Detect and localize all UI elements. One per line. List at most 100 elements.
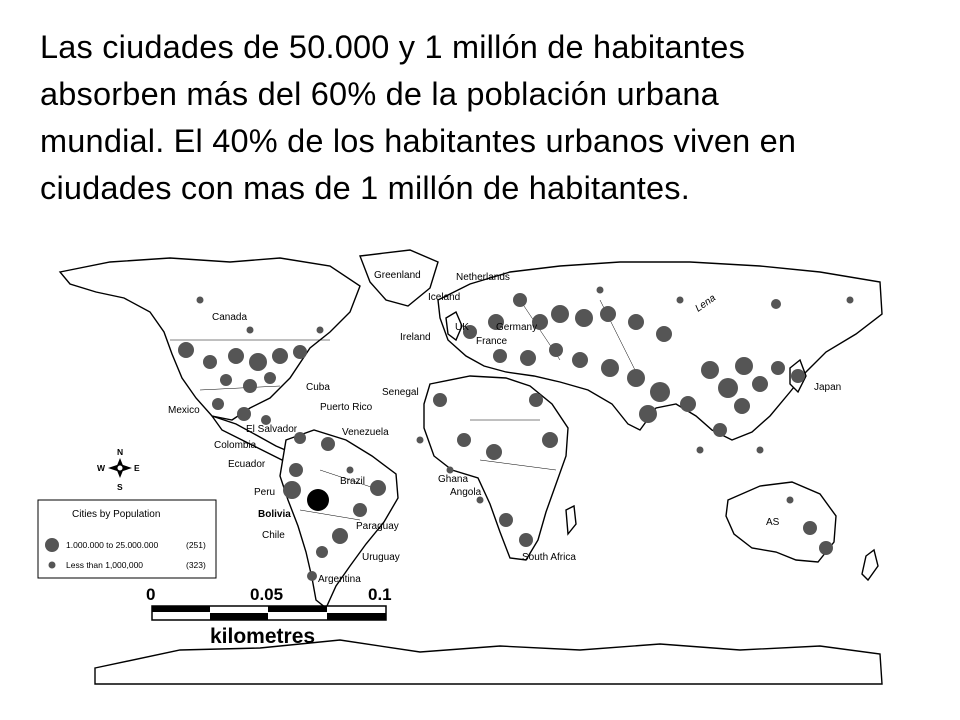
scale-bar: 0 0.05 0.1 kilometres — [146, 585, 392, 648]
city-dot — [627, 369, 645, 387]
compass-s: S — [117, 482, 123, 492]
label-france: France — [476, 336, 508, 347]
city-dot — [656, 326, 672, 342]
city-dot — [701, 361, 719, 379]
city-dot-small — [596, 286, 604, 294]
city-dot — [307, 571, 317, 581]
label-iceland: Iceland — [428, 292, 460, 303]
city-dot — [639, 405, 657, 423]
title-line-1: Las ciudades de 50.000 y 1 millón de hab… — [40, 29, 746, 65]
title-line-4: ciudades con mas de 1 millón de habitant… — [40, 170, 690, 206]
city-dot — [433, 393, 447, 407]
city-dot-small — [316, 326, 324, 334]
label-uk: UK — [455, 322, 469, 333]
label-bolivia: Bolivia — [258, 509, 291, 520]
label-el-salvador: El Salvador — [246, 424, 298, 435]
city-dot — [735, 357, 753, 375]
city-dot — [488, 314, 504, 330]
city-dot — [220, 374, 232, 386]
city-dot — [228, 348, 244, 364]
label-uruguay: Uruguay — [362, 552, 400, 563]
city-dot — [713, 423, 727, 437]
city-dot — [551, 305, 569, 323]
city-dot — [520, 350, 536, 366]
city-dot — [771, 361, 785, 375]
city-dot — [542, 432, 558, 448]
city-dot — [499, 513, 513, 527]
compass-e: E — [134, 463, 140, 473]
city-dot — [486, 444, 502, 460]
city-dot — [628, 314, 644, 330]
city-dot — [513, 293, 527, 307]
scale-unit: kilometres — [210, 625, 315, 648]
label-senegal: Senegal — [382, 387, 419, 398]
city-dot — [307, 489, 329, 511]
city-dot — [294, 432, 306, 444]
city-dot — [650, 382, 670, 402]
uk-ireland — [445, 310, 463, 342]
label-south-africa: South Africa — [522, 552, 576, 563]
legend: Cities by Population 1.000.000 to 25.000… — [37, 499, 217, 579]
city-dot-small — [446, 466, 454, 474]
city-dot — [549, 343, 563, 357]
legend-item-1-label: 1.000.000 to 25.000.000 — [66, 540, 158, 550]
label-angola: Angola — [450, 487, 482, 498]
city-dot — [600, 306, 616, 322]
city-dot — [519, 533, 533, 547]
label-ghana: Ghana — [438, 474, 468, 485]
africa — [423, 375, 569, 561]
legend-large-dot-icon — [45, 538, 59, 552]
city-dot — [293, 345, 307, 359]
label-venezuela: Venezuela — [342, 427, 389, 438]
city-dot — [212, 398, 224, 410]
city-dot-small — [846, 296, 854, 304]
city-dot — [529, 393, 543, 407]
city-dot — [734, 398, 750, 414]
city-dot — [237, 407, 251, 421]
label-paraguay: Paraguay — [356, 521, 399, 532]
legend-item-2-label: Less than 1,000,000 — [66, 560, 143, 570]
landmasses — [58, 249, 883, 685]
city-dot — [289, 463, 303, 477]
city-dot — [532, 314, 548, 330]
title-line-2: absorben más del 60% de la población urb… — [40, 76, 719, 112]
label-japan: Japan — [814, 382, 841, 393]
city-dot — [457, 433, 471, 447]
city-dot-small — [756, 446, 764, 454]
city-dot-small — [416, 436, 424, 444]
city-dot — [203, 355, 217, 369]
slide-title: Las ciudades de 50.000 y 1 millón de hab… — [40, 24, 920, 212]
city-dot-small — [196, 296, 204, 304]
label-germany: Germany — [496, 322, 537, 333]
new-zealand — [861, 548, 879, 582]
label-chile: Chile — [262, 530, 285, 541]
label-ireland: Ireland — [400, 332, 431, 343]
city-dot — [572, 352, 588, 368]
scale-tick-005: 0.05 — [250, 585, 283, 604]
australia — [725, 481, 837, 563]
label-brazil: Brazil — [340, 476, 365, 487]
city-dot — [463, 325, 477, 339]
label-as: AS — [766, 517, 780, 528]
city-dot — [803, 521, 817, 535]
label-puerto-rico: Puerto Rico — [320, 402, 373, 413]
city-dot — [771, 299, 781, 309]
label-netherlands: Netherlands — [456, 272, 510, 283]
compass-n: N — [117, 447, 123, 457]
legend-title: Cities by Population — [72, 509, 160, 520]
madagascar — [565, 504, 577, 536]
city-dots — [178, 293, 833, 581]
city-dot — [752, 376, 768, 392]
city-dot — [243, 379, 257, 393]
city-dot — [321, 437, 335, 451]
city-dot — [332, 528, 348, 544]
compass-icon: N S E W — [97, 447, 140, 492]
city-dots-small — [196, 286, 854, 504]
central-america — [210, 414, 292, 461]
city-dot — [819, 541, 833, 555]
legend-item-1-count: (251) — [186, 540, 206, 550]
scale-tick-0: 0 — [146, 585, 155, 604]
city-dot — [680, 396, 696, 412]
label-ecuador: Ecuador — [228, 459, 266, 470]
